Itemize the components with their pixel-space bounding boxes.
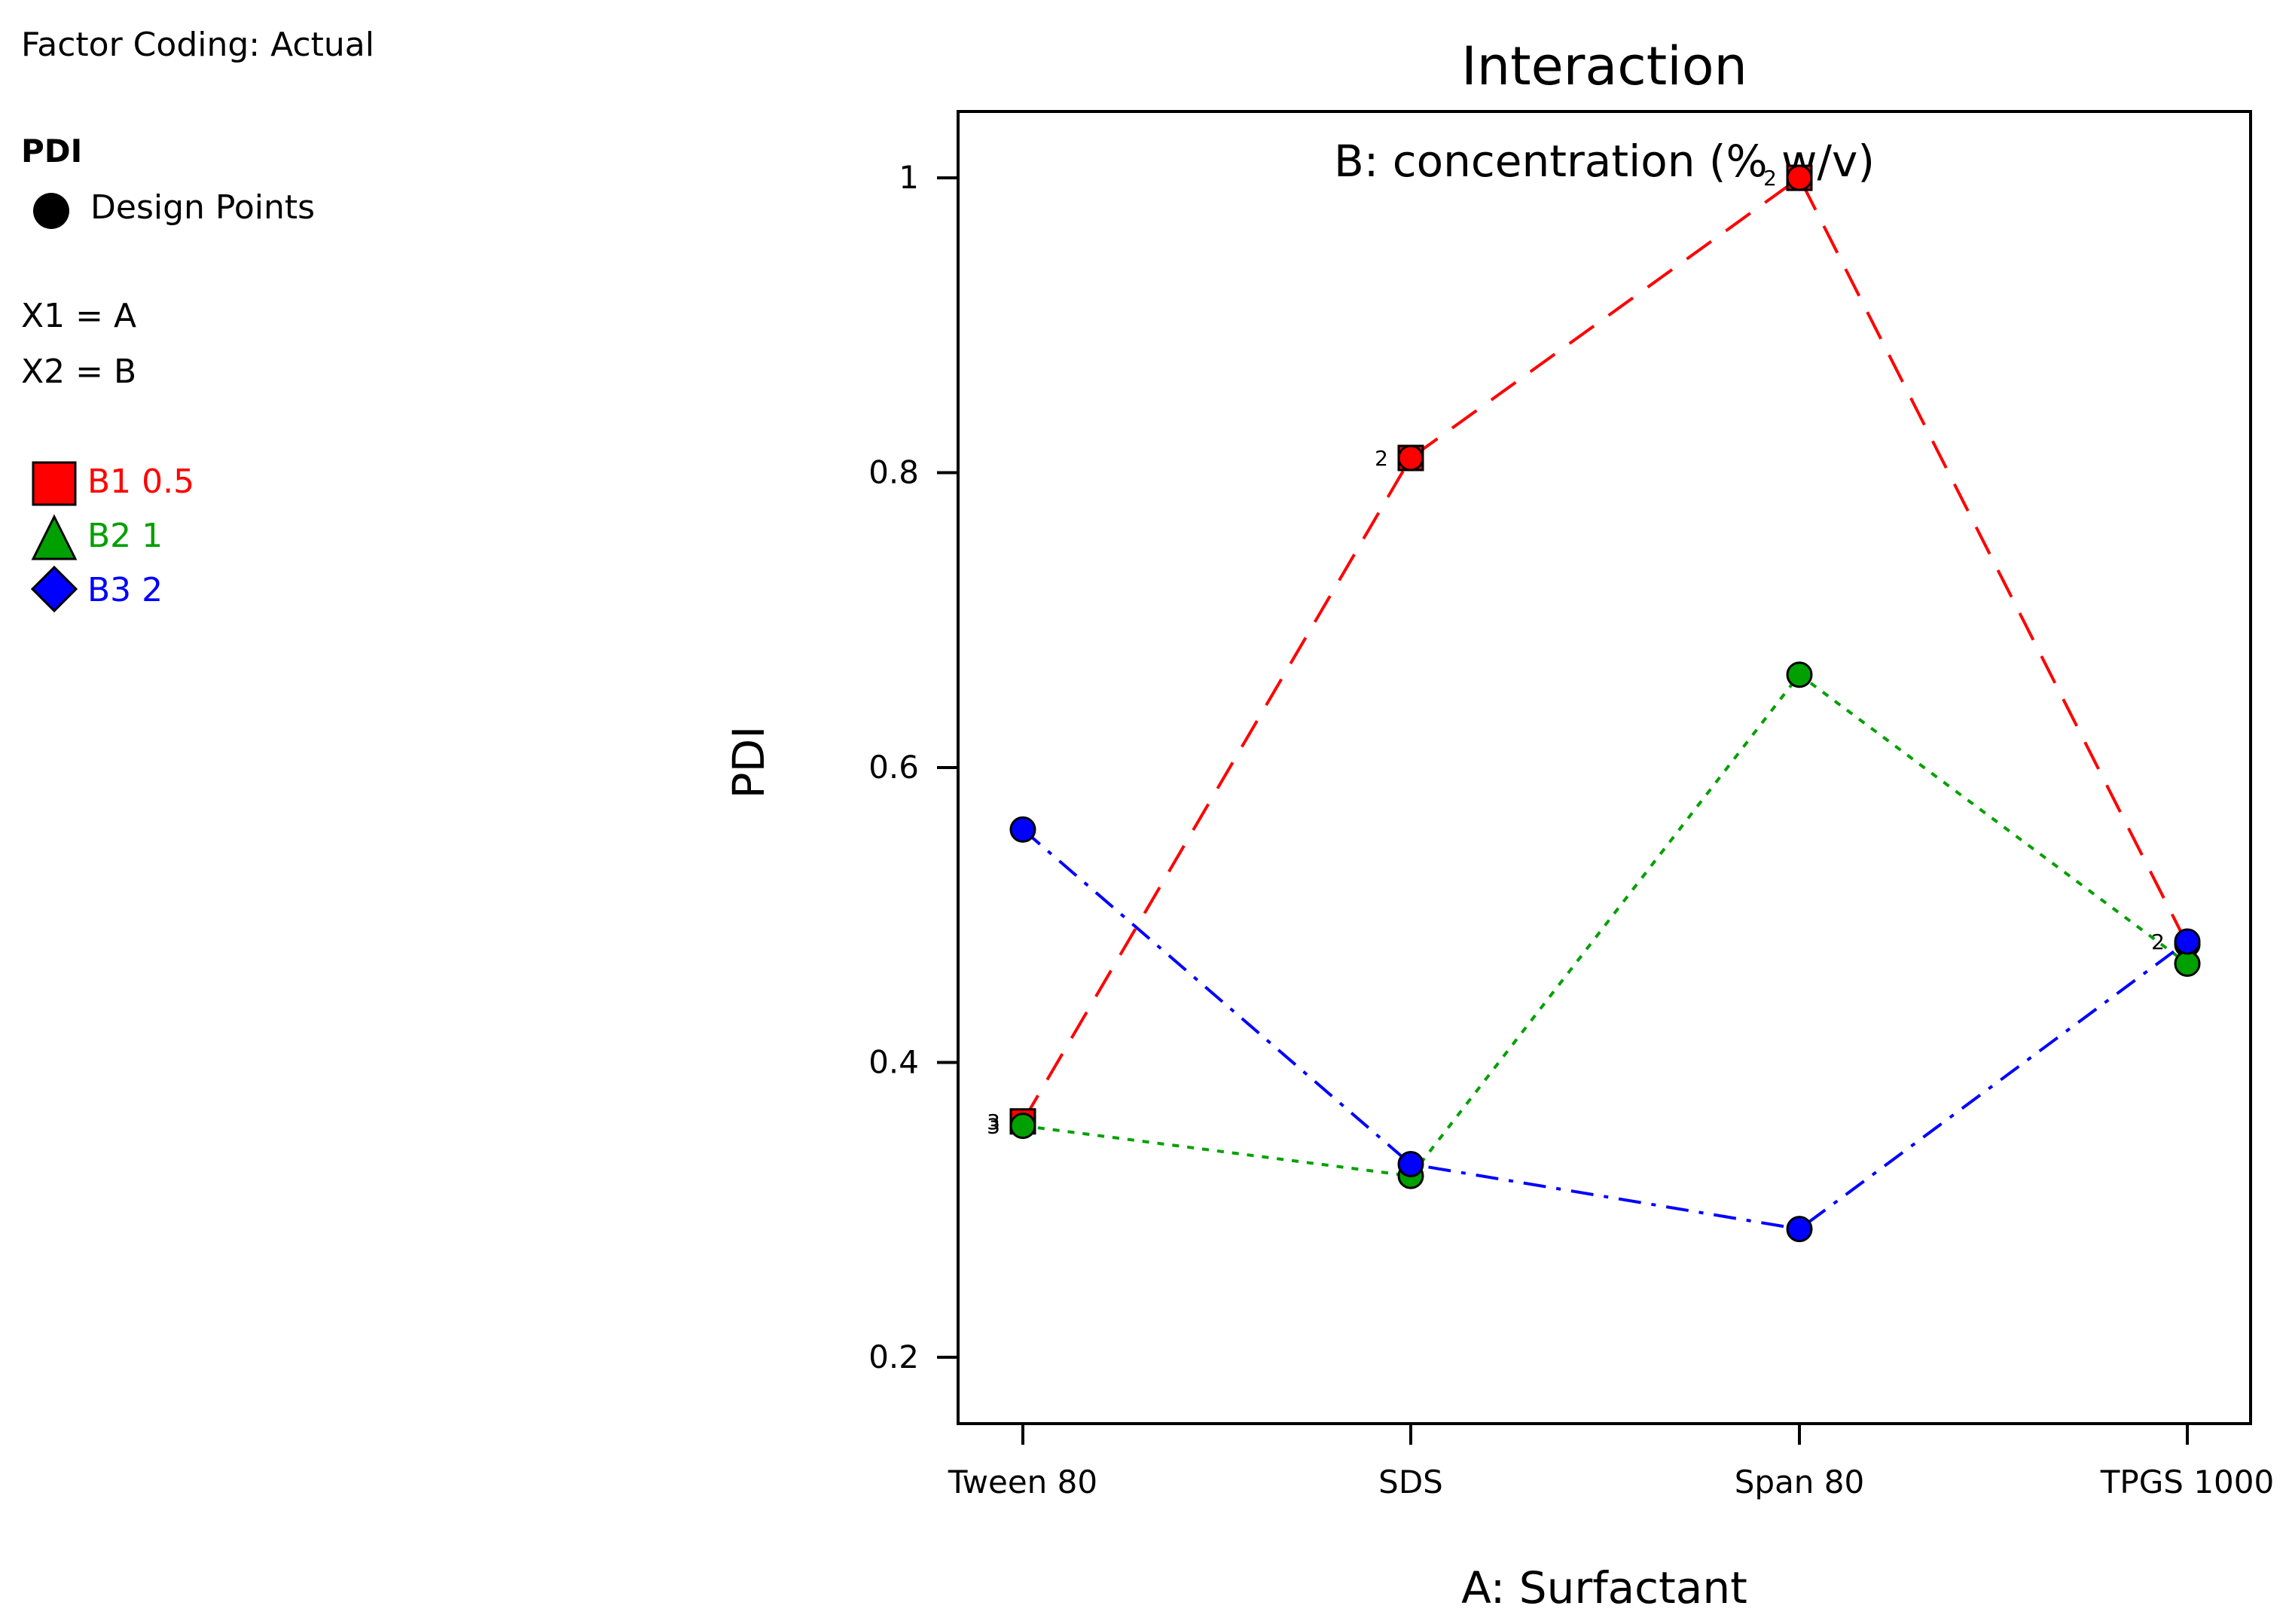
y-tick-label: 0.6 <box>868 749 919 786</box>
x-tick-label: SDS <box>1378 1464 1443 1500</box>
data-point-b1 <box>1397 444 1424 472</box>
triangle-marker-icon <box>31 514 78 560</box>
circle-marker <box>2174 928 2201 955</box>
y-tick-label: 0.2 <box>868 1339 919 1375</box>
data-point-b2 <box>1786 661 1813 688</box>
y-tick-label: 1 <box>899 159 919 196</box>
chart-subtitle: B: concentration (% w/v) <box>1334 136 1875 187</box>
circle-marker <box>2174 950 2201 977</box>
design-points-label: Design Points <box>90 188 316 227</box>
data-point-b3 <box>2174 928 2201 955</box>
point-count-label: 2 <box>1763 166 1777 191</box>
circle-marker <box>1397 1151 1424 1178</box>
circle-marker <box>1786 164 1813 191</box>
data-point-b3 <box>1009 816 1036 843</box>
plot-frame <box>957 110 2252 1425</box>
diamond-marker-icon <box>30 565 78 613</box>
circle-marker <box>1009 816 1036 843</box>
data-point-b3 <box>1786 1216 1813 1243</box>
data-point-b3 <box>1397 1151 1424 1178</box>
data-point-b1 <box>1786 164 1813 191</box>
square-marker-icon <box>32 461 77 506</box>
x-tick-label: Tween 80 <box>948 1464 1097 1500</box>
circle-marker <box>1786 1216 1813 1243</box>
series-line-b3 <box>1021 828 2189 1231</box>
circle-marker <box>1397 444 1424 472</box>
x-axis-title: A: Surfactant <box>1461 1562 1747 1613</box>
series-line-b2 <box>1022 672 2189 1178</box>
legend-item-b3: B3 2 <box>87 571 163 609</box>
point-count-label: 3 <box>987 1110 1000 1134</box>
x-tick-label: Span 80 <box>1735 1464 1864 1500</box>
legend-item-b1: B1 0.5 <box>87 462 195 501</box>
legend-panel: Factor Coding: Actual PDI Design Points … <box>21 21 594 699</box>
factor-coding-label: Factor Coding: Actual <box>21 26 374 64</box>
point-count-label: 3 <box>987 1114 1000 1139</box>
x-tick-label: TPGS 1000 <box>2100 1464 2274 1500</box>
point-count-label: 2 <box>1375 446 1388 471</box>
y-axis-title: PDI <box>723 726 774 799</box>
circle-marker <box>1786 661 1813 688</box>
response-name: PDI <box>21 133 83 169</box>
y-tick-label: 0.8 <box>868 454 919 491</box>
point-count-label: 2 <box>2151 930 2165 954</box>
design-point-icon <box>33 193 69 229</box>
circle-marker <box>1009 1113 1036 1140</box>
legend-item-b2: B2 1 <box>87 517 163 555</box>
x2-mapping: X2 = B <box>21 353 137 391</box>
data-point-b2 <box>2174 950 2201 977</box>
chart-title: Interaction <box>1461 35 1747 97</box>
data-point-b2 <box>1009 1113 1036 1140</box>
y-tick-label: 0.4 <box>868 1043 919 1080</box>
x1-mapping: X1 = A <box>21 297 137 335</box>
